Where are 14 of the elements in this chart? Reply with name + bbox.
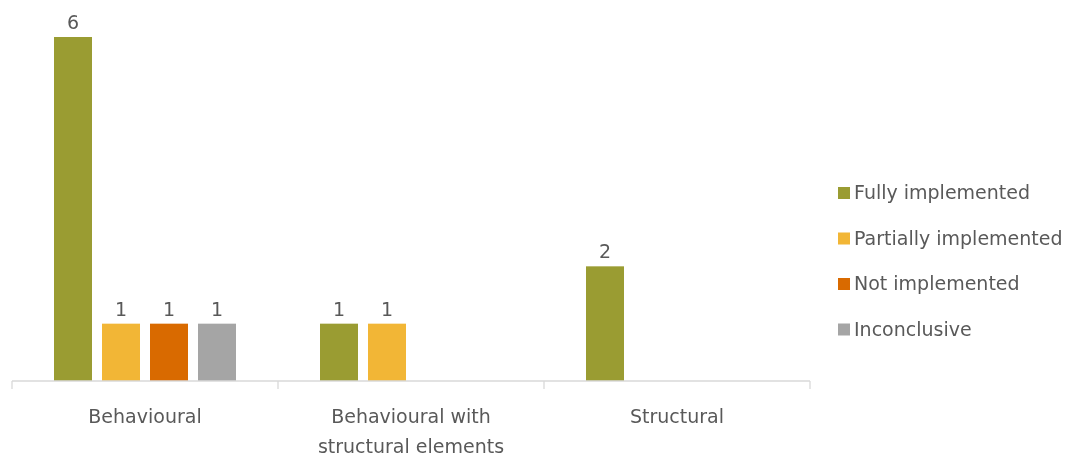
- x-tick-label: Structural: [629, 405, 725, 427]
- data-label: 1: [162, 297, 176, 320]
- legend-label: Not implemented: [854, 272, 1020, 294]
- legend-label: Fully implemented: [854, 181, 1031, 203]
- data-label: 1: [114, 297, 128, 320]
- data-label: 1: [380, 297, 394, 320]
- x-tick-label: Behavioural: [88, 405, 202, 427]
- legend-label: Inconclusive: [854, 317, 972, 340]
- legend-label: Partially implemented: [854, 226, 1063, 249]
- data-label: 6: [66, 11, 80, 33]
- data-label: 2: [598, 240, 612, 263]
- data-label: 1: [210, 297, 224, 320]
- x-tick-label: Behavioural with structural elements: [317, 405, 505, 457]
- data-label: 1: [332, 297, 346, 320]
